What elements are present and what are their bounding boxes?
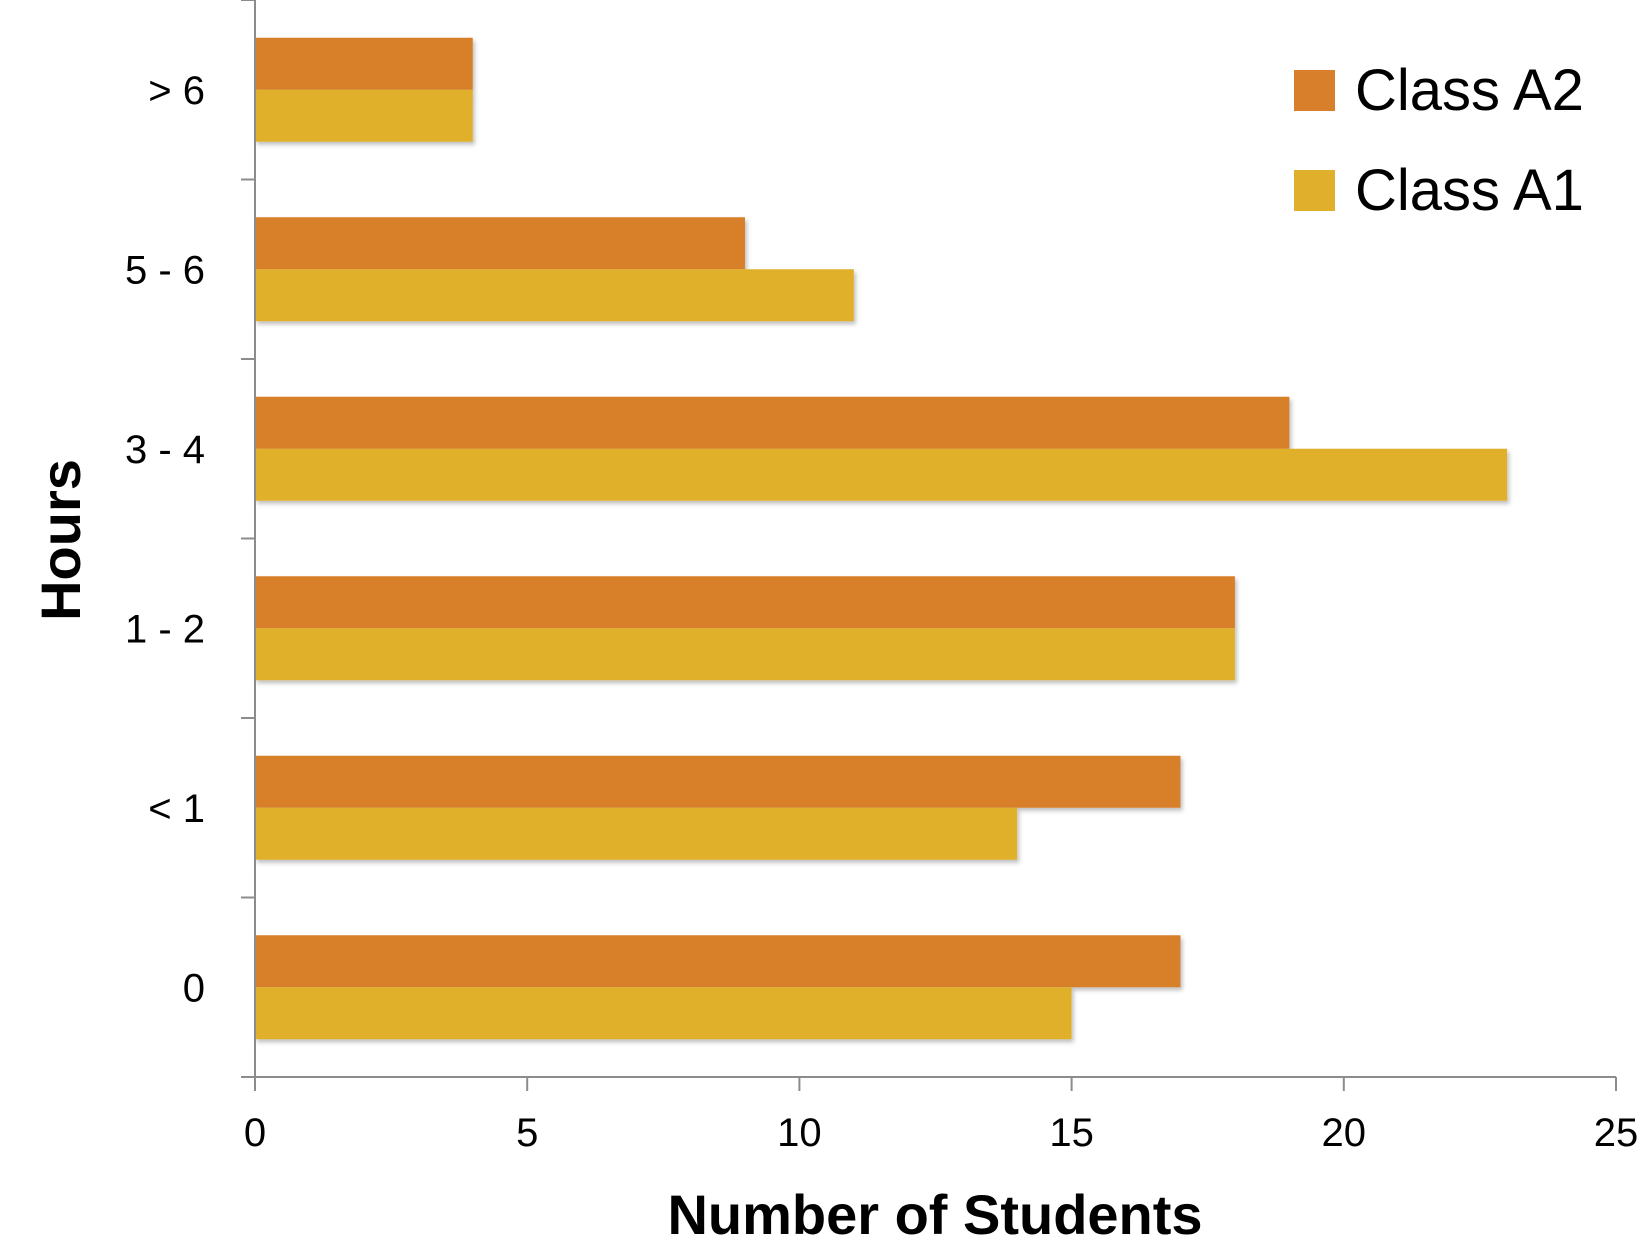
bar-class-a2-3 [255, 396, 1290, 449]
bar-class-a2-5 [255, 37, 473, 90]
legend-label: Class A2 [1355, 58, 1584, 123]
legend-label: Class A1 [1355, 158, 1584, 223]
bars-layer [255, 37, 1508, 1040]
x-tick-label: 15 [1049, 1111, 1094, 1155]
bar-class-a1-2 [255, 628, 1235, 681]
legend: Class A2 Class A1 [1294, 58, 1584, 223]
y-tick-label: 5 - 6 [125, 248, 205, 292]
bar-class-a2-2 [255, 576, 1235, 629]
bar-class-a2-4 [255, 217, 745, 270]
legend-swatch-class-a1 [1294, 170, 1335, 211]
y-tick-label: < 1 [148, 787, 205, 831]
legend-swatch-class-a2 [1294, 70, 1335, 111]
ticks-layer [241, 0, 1617, 1091]
x-axis-title: Number of Students [667, 1183, 1202, 1238]
bar-class-a1-5 [255, 89, 473, 142]
y-tick-label: 1 - 2 [125, 607, 205, 651]
y-axis-title: Hours [29, 459, 92, 621]
bar-class-a1-4 [255, 269, 854, 322]
x-tick-label: 20 [1322, 1111, 1367, 1155]
y-tick-label: 3 - 4 [125, 428, 205, 472]
y-tick-label: > 6 [148, 69, 205, 113]
bar-class-a2-0 [255, 935, 1181, 988]
labels-layer: 0 < 1 1 - 2 3 - 4 5 - 6 > 6 0 5 10 15 20 25 [125, 69, 1638, 1155]
y-tick-label: 0 [183, 966, 205, 1010]
bar-class-a2-1 [255, 755, 1181, 808]
x-tick-label: 5 [516, 1111, 538, 1155]
x-tick-label: 10 [777, 1111, 822, 1155]
bar-class-a1-3 [255, 448, 1508, 501]
bar-class-a1-0 [255, 987, 1072, 1040]
x-tick-label: 0 [244, 1111, 266, 1155]
x-tick-label: 25 [1594, 1111, 1639, 1155]
bar-class-a1-1 [255, 807, 1018, 860]
